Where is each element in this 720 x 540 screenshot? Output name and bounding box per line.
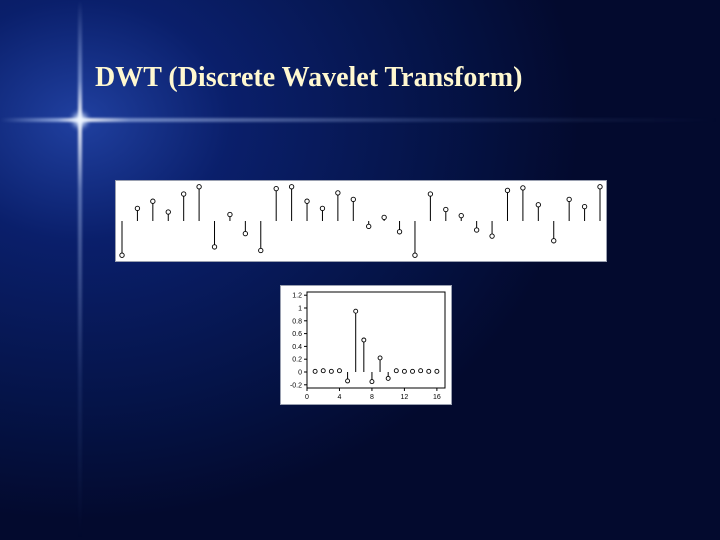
svg-text:0.4: 0.4: [292, 344, 302, 351]
flare-vertical: [78, 0, 82, 540]
page-title: DWT (Discrete Wavelet Transform): [95, 62, 522, 94]
svg-text:0.2: 0.2: [292, 357, 302, 364]
svg-text:0.6: 0.6: [292, 331, 302, 338]
svg-text:1.2: 1.2: [292, 293, 302, 300]
flare-core: [70, 110, 90, 130]
svg-text:0: 0: [305, 394, 309, 401]
flare-horizontal: [0, 118, 720, 122]
slide-root: DWT (Discrete Wavelet Transform) -0.200.…: [0, 0, 720, 540]
svg-text:0: 0: [298, 370, 302, 377]
bottom-stem-chart: -0.200.20.40.60.811.20481216: [280, 285, 452, 405]
svg-text:8: 8: [370, 394, 374, 401]
svg-text:12: 12: [401, 394, 409, 401]
svg-text:16: 16: [433, 394, 441, 401]
svg-text:-0.2: -0.2: [290, 382, 302, 389]
svg-text:1: 1: [298, 306, 302, 313]
top-stem-chart: [115, 180, 607, 262]
svg-text:4: 4: [338, 394, 342, 401]
svg-text:0.8: 0.8: [292, 318, 302, 325]
